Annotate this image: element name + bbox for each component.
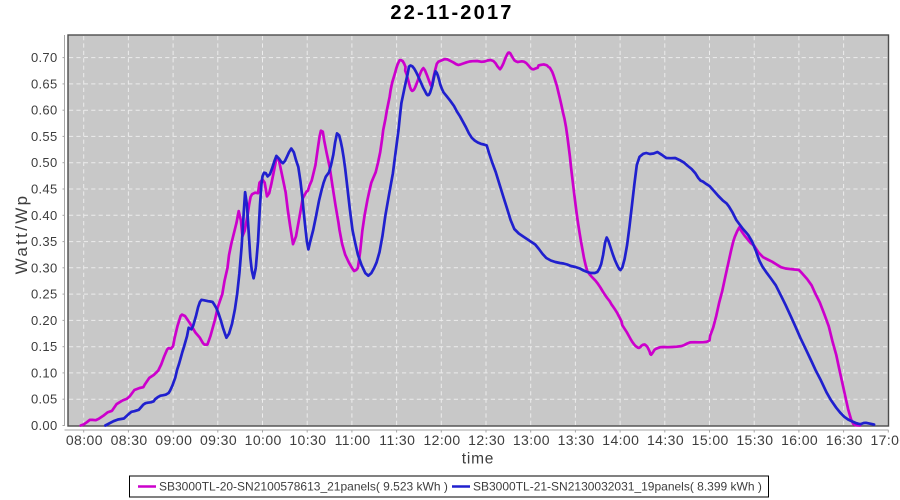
svg-text:10:00: 10:00 [245, 432, 282, 448]
svg-text:0.50: 0.50 [31, 155, 58, 170]
svg-text:14:30: 14:30 [647, 432, 684, 448]
svg-text:0.05: 0.05 [31, 392, 58, 407]
svg-text:12:00: 12:00 [423, 432, 460, 448]
svg-text:11:30: 11:30 [379, 432, 415, 448]
svg-text:0.35: 0.35 [31, 234, 58, 249]
svg-text:0.30: 0.30 [31, 260, 58, 275]
svg-text:15:30: 15:30 [736, 432, 773, 448]
svg-text:09:00: 09:00 [155, 432, 192, 448]
svg-text:0.20: 0.20 [31, 313, 58, 328]
svg-text:22-11-2017: 22-11-2017 [390, 2, 513, 24]
svg-text:0.25: 0.25 [31, 287, 58, 302]
svg-text:10:30: 10:30 [289, 432, 326, 448]
svg-text:14:00: 14:00 [602, 432, 639, 448]
svg-text:0.60: 0.60 [31, 103, 58, 118]
svg-text:0.15: 0.15 [31, 339, 58, 354]
svg-text:12:30: 12:30 [468, 432, 505, 448]
svg-text:08:00: 08:00 [66, 432, 103, 448]
svg-text:13:00: 13:00 [513, 432, 550, 448]
svg-text:17:00: 17:00 [870, 432, 900, 448]
svg-text:08:30: 08:30 [111, 432, 148, 448]
svg-text:0.00: 0.00 [31, 418, 58, 433]
svg-text:time: time [462, 451, 494, 468]
svg-text:16:00: 16:00 [781, 432, 818, 448]
svg-text:0.70: 0.70 [31, 50, 58, 65]
svg-text:0.55: 0.55 [31, 129, 58, 144]
svg-text:0.65: 0.65 [31, 76, 58, 91]
svg-text:11:00: 11:00 [335, 432, 371, 448]
svg-text:0.45: 0.45 [31, 182, 58, 197]
svg-text:0.10: 0.10 [31, 365, 58, 380]
svg-text:Watt/Wp: Watt/Wp [12, 194, 31, 275]
svg-text:SB3000TL-21-SN2130032031_19pan: SB3000TL-21-SN2130032031_19panels( 8.399… [473, 480, 762, 494]
svg-text:16:30: 16:30 [826, 432, 863, 448]
svg-text:09:30: 09:30 [200, 432, 237, 448]
svg-text:0.40: 0.40 [31, 208, 58, 223]
svg-text:13:30: 13:30 [558, 432, 595, 448]
svg-text:SB3000TL-20-SN2100578613_21pan: SB3000TL-20-SN2100578613_21panels( 9.523… [159, 480, 448, 494]
svg-text:15:00: 15:00 [692, 432, 729, 448]
